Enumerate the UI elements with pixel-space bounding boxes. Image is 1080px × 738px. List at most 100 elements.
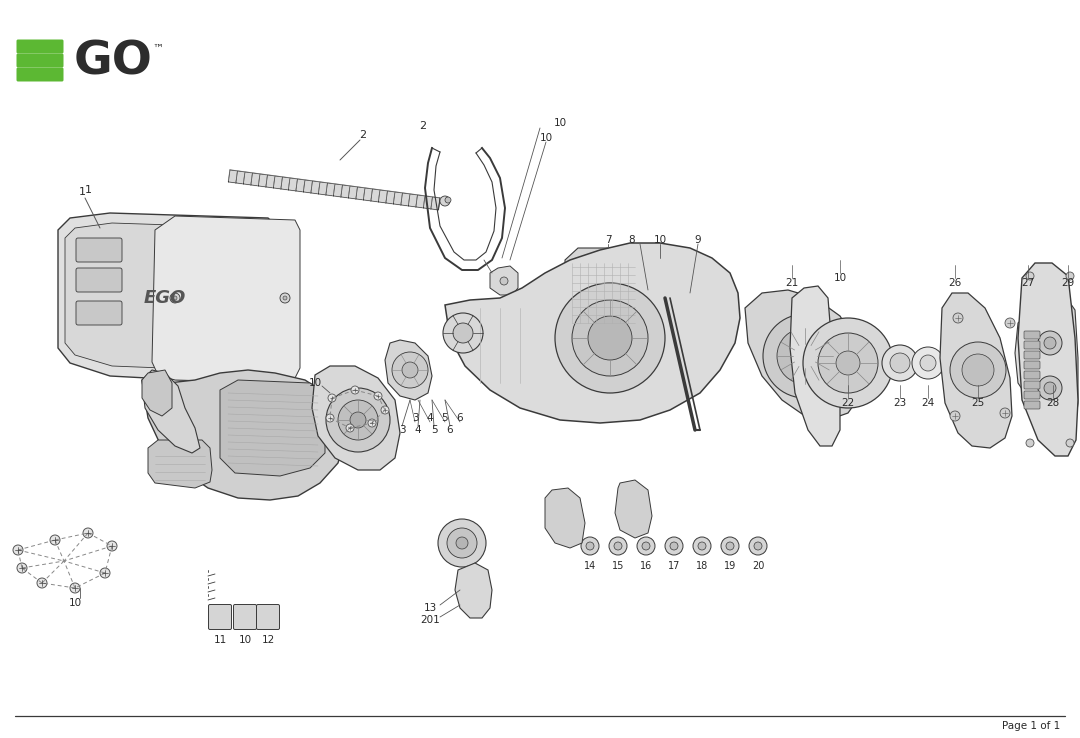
FancyBboxPatch shape <box>257 604 280 630</box>
Text: 10: 10 <box>539 133 553 143</box>
Polygon shape <box>273 176 283 189</box>
Text: 27: 27 <box>1022 278 1035 288</box>
Circle shape <box>381 406 389 414</box>
Text: 18: 18 <box>696 561 708 571</box>
Text: 11: 11 <box>214 635 227 645</box>
Circle shape <box>1026 439 1034 447</box>
Text: EGO: EGO <box>144 289 186 307</box>
Circle shape <box>50 535 60 545</box>
Polygon shape <box>384 340 432 400</box>
Circle shape <box>70 583 80 593</box>
Circle shape <box>445 197 451 203</box>
Polygon shape <box>312 366 400 470</box>
Circle shape <box>754 542 762 550</box>
Polygon shape <box>445 243 740 423</box>
Text: 25: 25 <box>971 398 985 408</box>
Circle shape <box>246 264 254 272</box>
FancyBboxPatch shape <box>233 604 257 630</box>
Polygon shape <box>303 180 312 193</box>
Text: 17: 17 <box>667 561 680 571</box>
Polygon shape <box>408 194 418 207</box>
Polygon shape <box>235 171 245 184</box>
Text: 16: 16 <box>639 561 652 571</box>
Circle shape <box>637 537 654 555</box>
Circle shape <box>1000 408 1010 418</box>
FancyBboxPatch shape <box>1024 371 1040 379</box>
Circle shape <box>351 386 359 394</box>
Text: 10: 10 <box>239 635 252 645</box>
Circle shape <box>721 537 739 555</box>
Circle shape <box>818 333 878 393</box>
Text: Page 1 of 1: Page 1 of 1 <box>1002 721 1059 731</box>
Polygon shape <box>565 248 642 336</box>
Circle shape <box>950 342 1005 398</box>
Circle shape <box>693 537 711 555</box>
Text: 201: 201 <box>420 615 440 625</box>
Polygon shape <box>490 266 518 295</box>
Polygon shape <box>58 213 280 383</box>
Circle shape <box>280 293 291 303</box>
Polygon shape <box>243 172 253 185</box>
Polygon shape <box>615 480 652 538</box>
Circle shape <box>777 328 833 384</box>
Text: GO: GO <box>75 40 153 84</box>
Text: 10: 10 <box>834 273 847 283</box>
Polygon shape <box>940 293 1012 448</box>
Text: 6: 6 <box>447 425 454 435</box>
Circle shape <box>440 196 450 206</box>
Text: 4: 4 <box>415 425 421 435</box>
Circle shape <box>456 537 468 549</box>
Polygon shape <box>416 195 426 208</box>
Polygon shape <box>228 170 238 183</box>
Circle shape <box>500 277 508 285</box>
Text: 1: 1 <box>84 185 92 195</box>
Text: 8: 8 <box>629 235 635 245</box>
Polygon shape <box>555 298 568 323</box>
Circle shape <box>328 394 336 402</box>
Text: 1: 1 <box>79 187 85 197</box>
Circle shape <box>890 353 910 373</box>
Circle shape <box>107 541 117 551</box>
Text: 5: 5 <box>442 413 448 423</box>
Circle shape <box>173 296 177 300</box>
Polygon shape <box>386 191 395 204</box>
Text: ™: ™ <box>152 44 163 54</box>
Circle shape <box>572 300 648 376</box>
Text: 10: 10 <box>653 235 666 245</box>
Polygon shape <box>311 181 320 194</box>
Text: 14: 14 <box>584 561 596 571</box>
Text: 19: 19 <box>724 561 737 571</box>
Polygon shape <box>220 380 325 476</box>
Circle shape <box>586 542 594 550</box>
Circle shape <box>642 542 650 550</box>
Polygon shape <box>341 185 350 198</box>
Circle shape <box>192 345 198 351</box>
FancyBboxPatch shape <box>1024 361 1040 369</box>
Text: 4: 4 <box>427 413 433 423</box>
Text: 21: 21 <box>785 278 798 288</box>
Polygon shape <box>423 196 432 209</box>
Text: 9: 9 <box>694 235 701 245</box>
Polygon shape <box>545 488 585 548</box>
Circle shape <box>17 563 27 573</box>
Circle shape <box>392 352 428 388</box>
Circle shape <box>804 318 893 408</box>
Polygon shape <box>148 440 212 488</box>
Circle shape <box>283 296 287 300</box>
Circle shape <box>1044 337 1056 349</box>
Polygon shape <box>643 286 675 358</box>
FancyBboxPatch shape <box>1024 401 1040 409</box>
Text: 26: 26 <box>948 278 961 288</box>
Polygon shape <box>319 182 327 195</box>
Polygon shape <box>370 189 380 202</box>
Text: 20: 20 <box>752 561 765 571</box>
Polygon shape <box>266 175 275 188</box>
Circle shape <box>962 354 994 386</box>
Circle shape <box>191 264 199 272</box>
Polygon shape <box>281 177 291 190</box>
Circle shape <box>402 362 418 378</box>
Circle shape <box>443 313 483 353</box>
FancyBboxPatch shape <box>208 604 231 630</box>
Circle shape <box>346 424 354 432</box>
Text: 29: 29 <box>1062 278 1075 288</box>
